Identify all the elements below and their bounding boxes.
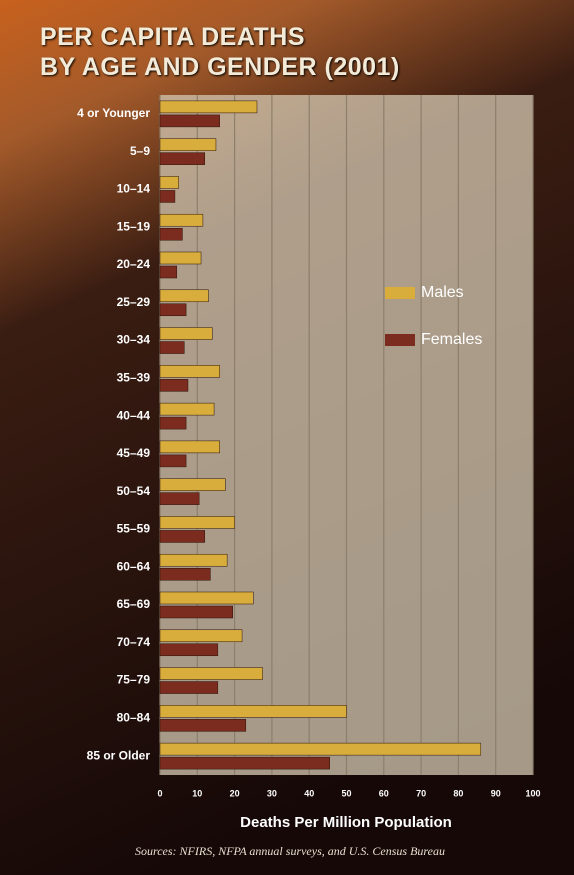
y-tick-label: 80–84	[117, 711, 151, 725]
y-tick-label: 30–34	[117, 333, 151, 347]
y-tick-label: 70–74	[117, 635, 151, 649]
bar	[159, 478, 226, 491]
y-tick-label: 75–79	[117, 673, 151, 687]
x-tick-label: 90	[491, 788, 501, 798]
y-tick-label: 20–24	[117, 257, 151, 271]
bar	[159, 605, 233, 619]
x-axis-label: Deaths Per Million Population	[240, 814, 452, 831]
chart-title: PER CAPITA DEATHS BY AGE AND GENDER (200…	[40, 23, 400, 81]
bar	[159, 138, 217, 151]
y-tick-label: 5–9	[130, 144, 150, 158]
x-tick-label: 40	[304, 788, 314, 798]
bar	[159, 516, 235, 529]
bar	[159, 719, 247, 732]
y-tick-label: 40–44	[117, 408, 151, 422]
bar	[159, 213, 204, 227]
y-tick-label: 10–14	[117, 182, 151, 196]
bar	[159, 440, 220, 454]
x-tick-label: 60	[379, 788, 389, 798]
x-tick-label: 80	[453, 788, 463, 798]
bar	[159, 114, 220, 128]
bar	[159, 553, 228, 567]
source-note: Sources: NFIRS, NFPA annual surveys, and…	[135, 844, 445, 858]
y-tick-label: 60–64	[117, 559, 151, 573]
bar	[159, 416, 187, 430]
y-tick-label: 85 or Older	[87, 748, 151, 762]
legend-swatch	[385, 287, 415, 299]
bar	[159, 530, 206, 543]
bar	[159, 756, 330, 770]
legend-label: Females	[421, 331, 482, 348]
bar	[159, 303, 187, 317]
y-tick-label: 4 or Younger	[77, 106, 150, 120]
bar	[159, 176, 179, 189]
bar	[159, 492, 200, 505]
y-tick-label: 35–39	[117, 371, 151, 385]
bar	[159, 643, 219, 657]
legend-swatch	[385, 334, 415, 346]
bar	[159, 190, 176, 203]
bar	[159, 379, 189, 392]
bar	[159, 365, 220, 378]
y-tick-label: 15–19	[117, 219, 151, 233]
bar	[159, 327, 213, 340]
x-tick-label: 100	[525, 788, 540, 798]
bar	[159, 629, 243, 643]
bar	[159, 100, 258, 114]
bar	[159, 152, 206, 165]
bar	[159, 454, 187, 468]
x-tick-label: 50	[341, 788, 351, 798]
y-tick-label: 55–59	[117, 522, 151, 536]
bar	[159, 681, 219, 694]
y-tick-label: 65–69	[117, 597, 151, 611]
bar	[159, 265, 178, 279]
bar	[159, 341, 185, 354]
bar	[159, 289, 209, 303]
y-tick-label: 25–29	[117, 295, 151, 309]
bar	[159, 402, 215, 416]
x-tick-label: 0	[157, 788, 162, 798]
y-tick-label: 50–54	[117, 484, 151, 498]
x-tick-label: 30	[267, 788, 277, 798]
bar	[159, 667, 263, 680]
legend-label: Males	[421, 284, 464, 301]
x-tick-label: 10	[192, 788, 202, 798]
bar	[159, 227, 183, 241]
bar	[159, 591, 254, 605]
x-tick-label: 70	[416, 788, 426, 798]
bar	[159, 705, 347, 718]
bar	[159, 742, 482, 756]
y-tick-label: 45–49	[117, 446, 151, 460]
bar	[159, 251, 202, 265]
bar	[159, 567, 211, 581]
x-tick-label: 20	[230, 788, 240, 798]
